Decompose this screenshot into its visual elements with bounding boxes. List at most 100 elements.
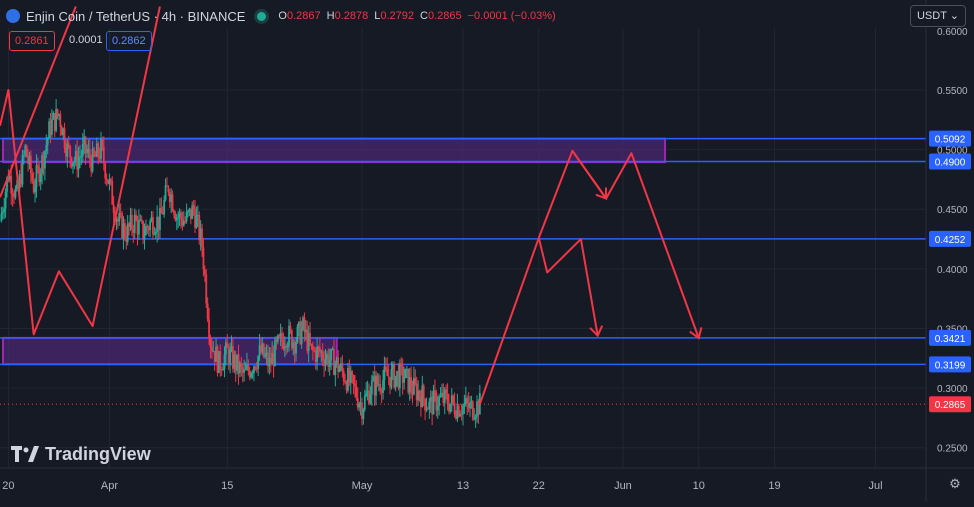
candle-body: [184, 221, 187, 223]
candle-body: [177, 217, 180, 219]
candle-body: [150, 216, 153, 222]
candle-body: [295, 342, 297, 354]
candle-body: [220, 369, 223, 371]
candle-body: [304, 329, 307, 333]
candle-body: [393, 364, 396, 388]
candle-body: [443, 389, 446, 404]
candle-body: [168, 192, 171, 202]
candle-body: [160, 208, 163, 214]
candle-body: [21, 155, 24, 185]
candle-body: [326, 354, 328, 359]
candle-body: [289, 325, 292, 331]
level-price-tag-bg: [929, 230, 971, 247]
ohlc-low-label: L: [374, 10, 381, 22]
ohlc-open-value: 0.2867: [286, 10, 321, 22]
candle-body: [466, 398, 469, 404]
candle-body: [321, 351, 324, 360]
candle-body: [104, 163, 107, 179]
candle-body: [247, 364, 250, 372]
candle-body: [119, 213, 122, 215]
candle-body: [425, 408, 428, 411]
candle-body: [246, 364, 248, 370]
candle-body: [102, 146, 105, 164]
candle-body: [77, 157, 80, 170]
candle-body: [10, 175, 13, 194]
candle-body: [205, 274, 208, 304]
time-axis-tick-label: 10: [693, 480, 705, 492]
candle-body: [382, 379, 384, 393]
candle-body: [377, 384, 380, 386]
candle-body: [60, 126, 63, 136]
candle-body: [267, 352, 269, 367]
candle-body: [227, 347, 230, 365]
currency-selector[interactable]: USDT ⌄: [909, 5, 966, 27]
candle-body: [88, 149, 91, 160]
candle-body: [282, 341, 285, 350]
candle-body: [351, 371, 354, 376]
candle-body: [283, 346, 286, 350]
projection-path: [571, 150, 607, 200]
time-axis-tick-label: 20: [2, 480, 14, 492]
ohlc-high: H0.2878: [327, 10, 369, 22]
candle-body: [418, 390, 421, 397]
candle-body: [116, 219, 119, 222]
level-price-tag: 0.3421: [935, 334, 966, 345]
candle-body: [379, 384, 382, 391]
sell-price-button[interactable]: 0.2861: [9, 31, 55, 51]
candle-body: [130, 215, 133, 230]
candle-body: [8, 175, 11, 181]
candle-body: [216, 346, 219, 373]
candle-body: [453, 402, 456, 415]
ohlc-close-value: 0.2865: [427, 10, 462, 22]
candle-body: [338, 368, 341, 372]
candle-body: [464, 398, 467, 405]
candle-body: [244, 369, 247, 371]
candle-body: [335, 357, 338, 365]
candle-body: [275, 339, 278, 342]
candle-body: [121, 213, 123, 238]
candle-body: [166, 185, 168, 187]
symbol-title[interactable]: Enjin Coin / TetherUS · 4h · BINANCE: [26, 8, 246, 24]
candle-body: [366, 390, 369, 394]
candle-body: [314, 350, 317, 362]
candle-body: [182, 221, 185, 226]
candle-body: [97, 143, 100, 157]
candle-body: [342, 371, 345, 382]
ohlc-close: C0.2865: [420, 10, 462, 22]
candle-body: [372, 376, 375, 381]
candle-body: [290, 330, 293, 349]
candle-body: [198, 214, 201, 241]
candle-body: [195, 215, 198, 228]
candle-body: [404, 368, 407, 379]
candle-body: [387, 375, 390, 378]
candle-body: [384, 366, 387, 370]
candle-body: [153, 234, 156, 236]
candle-body: [248, 371, 251, 378]
candle-body: [429, 396, 432, 402]
candle-body: [344, 381, 347, 383]
candle-body: [178, 212, 181, 218]
candle-body: [254, 366, 257, 369]
candle-body: [281, 333, 283, 342]
candle-body: [268, 357, 271, 367]
buy-price-button[interactable]: 0.2862: [106, 31, 152, 51]
candle-body: [129, 215, 132, 227]
gear-icon[interactable]: ⚙: [949, 476, 961, 491]
candle-body: [1, 211, 4, 214]
time-axis-tick-label: Jun: [614, 480, 632, 492]
candle-body: [320, 351, 323, 353]
candle-body: [42, 155, 45, 169]
candle-body: [434, 390, 436, 393]
candle-body: [417, 390, 420, 401]
candle-body: [340, 363, 342, 369]
candle-body: [161, 213, 164, 215]
candle-body: [65, 147, 67, 157]
candle-body: [361, 402, 363, 419]
level-price-tag-bg: [929, 153, 971, 170]
candle-body: [18, 174, 21, 189]
candle-body: [363, 395, 366, 410]
candle-body: [412, 378, 415, 395]
candle-body: [46, 138, 49, 145]
